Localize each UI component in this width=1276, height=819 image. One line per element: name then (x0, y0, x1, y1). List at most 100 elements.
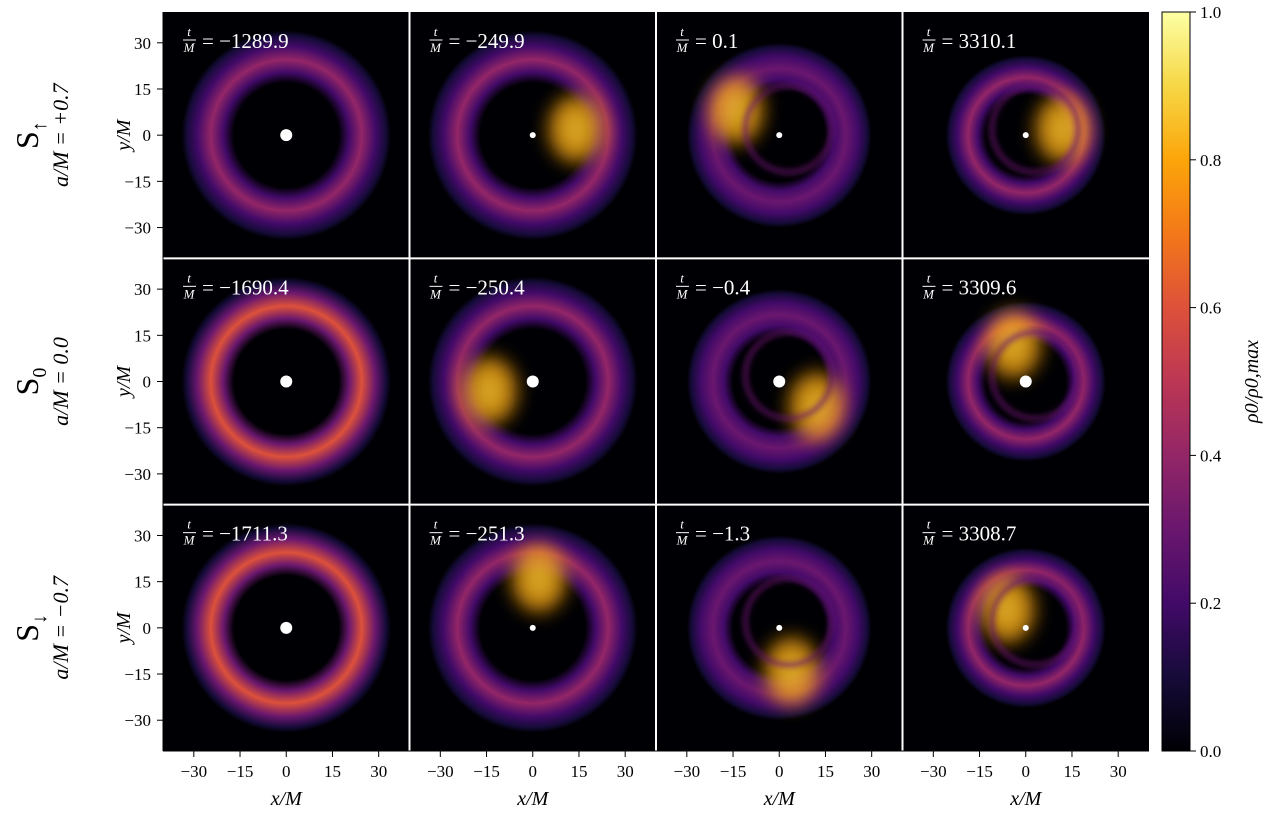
time-numerator: t (927, 270, 931, 285)
x-tick-label: 0 (282, 762, 291, 781)
spiral-arm (989, 576, 1081, 668)
y-tick-label: 30 (134, 34, 151, 53)
black-hole (280, 375, 293, 388)
time-numerator: t (927, 24, 931, 39)
density-core (526, 560, 552, 598)
colorbar-tick-label: 1.0 (1200, 3, 1221, 22)
colorbar-label: ρ0/ρ0,max (1241, 340, 1263, 424)
panel (902, 12, 1149, 259)
time-denominator: M (922, 533, 935, 548)
time-denominator: M (922, 40, 935, 55)
row-subscript: 0 (29, 368, 51, 378)
row-spin: a/M = −0.7 (48, 575, 73, 680)
panel (163, 258, 410, 505)
row-subscript: ↑ (29, 121, 51, 131)
x-tick-label: 15 (1063, 762, 1080, 781)
density-core (779, 652, 804, 690)
row-label: S↑ (9, 121, 51, 149)
time-numerator: t (434, 517, 438, 532)
time-denominator: M (183, 286, 196, 301)
x-tick-label: 30 (863, 762, 880, 781)
x-tick-label: −30 (674, 762, 701, 781)
time-denominator: M (429, 40, 442, 55)
spiral-arm (989, 83, 1081, 175)
spiral-arm (742, 329, 835, 421)
black-hole (776, 624, 783, 631)
x-axis-label: x/M (516, 788, 549, 810)
panel (163, 504, 410, 751)
y-tick-label: 15 (134, 80, 151, 99)
time-label: = −1289.9 (202, 29, 289, 53)
spiral-arm (989, 329, 1081, 421)
black-hole (1022, 624, 1029, 631)
density-core (563, 110, 589, 148)
x-tick-label: 15 (570, 762, 587, 781)
colorbar-tick-label: 0.6 (1200, 299, 1221, 318)
time-denominator: M (676, 40, 689, 55)
time-denominator: M (922, 286, 935, 301)
colorbar (1161, 11, 1191, 752)
y-tick-label: 0 (143, 373, 152, 392)
time-denominator: M (183, 533, 196, 548)
time-numerator: t (187, 517, 191, 532)
time-numerator: t (680, 270, 684, 285)
black-hole (529, 132, 536, 139)
x-tick-label: −30 (920, 762, 947, 781)
black-hole (526, 375, 539, 388)
time-label: = −1690.4 (202, 275, 289, 299)
x-axis-label: x/M (1009, 788, 1042, 810)
time-label: = 3308.7 (942, 522, 1017, 546)
y-tick-label: −15 (124, 172, 151, 191)
time-numerator: t (680, 24, 684, 39)
colorbar-tick-label: 0.0 (1200, 742, 1221, 761)
x-axis-label: x/M (270, 788, 303, 810)
row-name: S (9, 378, 45, 396)
y-tick-label: 15 (134, 573, 151, 592)
y-axis-label: y/M (113, 118, 135, 152)
time-numerator: t (187, 270, 191, 285)
y-tick-label: 0 (143, 619, 152, 638)
density-core (1050, 110, 1076, 148)
time-label: = 3309.6 (942, 275, 1017, 299)
time-label: = −1.3 (695, 522, 750, 546)
time-label: = −250.4 (449, 275, 526, 299)
time-numerator: t (434, 24, 438, 39)
black-hole (1022, 132, 1029, 139)
time-denominator: M (676, 286, 689, 301)
density-core (477, 372, 502, 410)
time-denominator: M (183, 40, 196, 55)
panel (656, 258, 903, 505)
x-tick-label: −15 (720, 762, 747, 781)
y-tick-label: −30 (124, 711, 151, 730)
black-hole (773, 375, 786, 388)
time-label: = 0.1 (695, 29, 738, 53)
black-hole (280, 621, 293, 634)
colorbar-tick-label: 0.2 (1200, 594, 1221, 613)
row-subscript: ↓ (29, 614, 51, 624)
time-label: = −251.3 (449, 522, 525, 546)
spiral-arm (742, 576, 835, 668)
y-tick-label: 30 (134, 280, 151, 299)
y-tick-label: −15 (124, 665, 151, 684)
panel (656, 12, 903, 259)
y-tick-label: −15 (124, 419, 151, 438)
x-tick-label: 30 (1110, 762, 1127, 781)
x-tick-label: −15 (227, 762, 254, 781)
time-numerator: t (187, 24, 191, 39)
panel (409, 12, 656, 259)
time-numerator: t (680, 517, 684, 532)
x-tick-label: 0 (1022, 762, 1031, 781)
x-tick-label: −15 (473, 762, 500, 781)
x-tick-label: 30 (617, 762, 634, 781)
black-hole (1019, 375, 1032, 388)
panel (163, 12, 410, 259)
panel (902, 504, 1149, 751)
time-label: = −0.4 (695, 275, 751, 299)
y-axis-label: y/M (113, 611, 135, 645)
time-denominator: M (429, 286, 442, 301)
time-label: = −1711.3 (202, 522, 288, 546)
row-label: S↓ (9, 614, 51, 642)
time-label: = −249.9 (449, 29, 525, 53)
black-hole (280, 129, 293, 142)
